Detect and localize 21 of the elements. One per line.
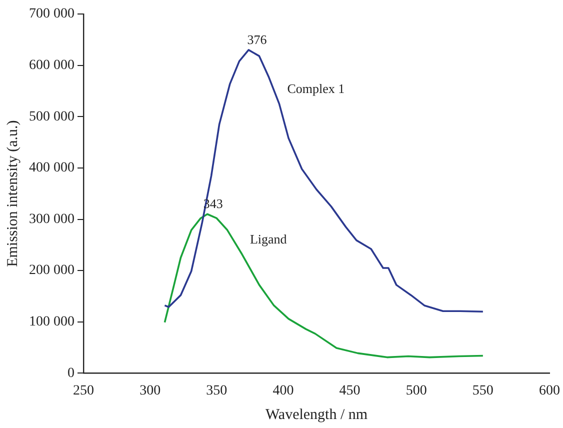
y-tick-label: 500 000 <box>29 109 74 124</box>
y-axis-title: Emission intensity (a.u.) <box>4 120 21 267</box>
x-axis-title: Wavelength / nm <box>265 406 368 423</box>
x-tick-label: 550 <box>472 383 494 398</box>
x-tick-label: 300 <box>140 383 161 398</box>
y-tick-label: 100 000 <box>29 314 74 330</box>
x-tick-label: 450 <box>339 383 360 398</box>
x-tick-label: 500 <box>406 383 427 398</box>
y-tick-label: 200 000 <box>29 263 74 278</box>
y-tick-label: 600 000 <box>29 58 74 73</box>
annotation: 376 <box>247 32 268 47</box>
y-tick-label: 700 000 <box>29 6 74 22</box>
series-label: Ligand <box>250 232 288 247</box>
series-label: Complex 1 <box>287 81 345 96</box>
x-tick-label: 350 <box>206 383 228 398</box>
x-tick-label: 400 <box>272 383 294 398</box>
x-tick-label: 600 <box>539 383 560 398</box>
y-tick-label: 0 <box>68 366 74 381</box>
y-tick-label: 300 000 <box>29 212 74 227</box>
y-tick-label: 400 000 <box>29 160 74 176</box>
x-tick-label: 250 <box>73 383 94 398</box>
